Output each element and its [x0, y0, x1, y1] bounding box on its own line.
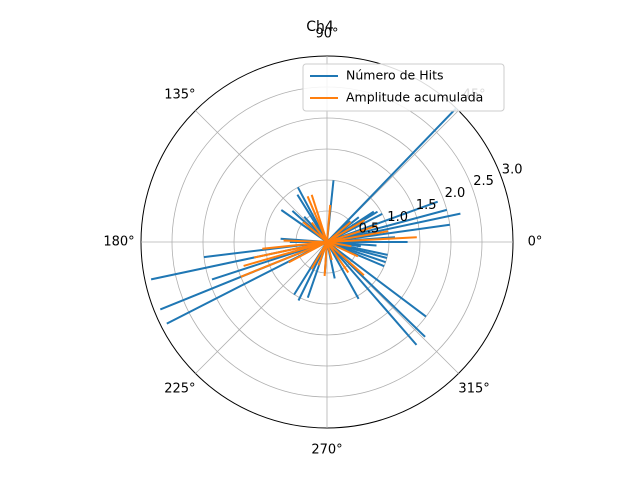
- legend-label: Amplitude acumulada: [346, 90, 483, 105]
- angular-tick-label: 225°: [164, 382, 195, 397]
- angular-tick-label: 0°: [528, 235, 543, 250]
- angular-tick-label: 90°: [315, 27, 338, 42]
- data-stem: [326, 107, 457, 243]
- data-stem: [317, 241, 328, 266]
- angular-tick-label: 135°: [164, 87, 195, 102]
- data-stem: [326, 236, 417, 243]
- radial-tick-label: 2.5: [473, 174, 494, 189]
- data-stem: [326, 230, 389, 243]
- data-stem: [243, 241, 328, 267]
- data-stem: [326, 241, 360, 300]
- radial-tick-label: 1.5: [416, 198, 437, 213]
- data-stem: [326, 208, 448, 243]
- data-stem: [240, 241, 328, 278]
- grid-spoke: [195, 241, 328, 374]
- radial-tick-label: 2.0: [445, 186, 466, 201]
- grid-spoke: [195, 110, 328, 243]
- radial-tick-label: 0.5: [359, 222, 380, 237]
- data-stem: [262, 241, 328, 250]
- data-stem: [326, 241, 427, 318]
- angular-tick-label: 315°: [458, 382, 489, 397]
- series-0: [150, 107, 461, 346]
- radial-tick-label: 1.0: [387, 210, 408, 225]
- series-layer: [150, 107, 461, 346]
- data-stem: [326, 241, 365, 276]
- series-1: [240, 194, 417, 278]
- data-stem: [323, 241, 328, 277]
- chart-title: Ch4: [306, 19, 334, 35]
- data-stem: [326, 241, 350, 274]
- data-stem: [288, 241, 328, 264]
- data-stem: [302, 221, 328, 243]
- radial-tick-labels: 0.5 1.0 1.5 2.0 2.5 3.0: [359, 162, 523, 236]
- data-stem: [326, 204, 332, 243]
- legend-label: Número de Hits: [346, 68, 444, 83]
- data-stem: [306, 195, 328, 243]
- data-stem: [326, 241, 352, 248]
- data-stem: [326, 241, 359, 258]
- legend: Número de Hits Amplitude acumulada: [302, 63, 505, 112]
- data-stem: [326, 241, 333, 261]
- radial-tick-label: 3.0: [502, 162, 523, 177]
- angular-tick-label: 180°: [103, 235, 134, 250]
- data-stem: [326, 221, 352, 243]
- data-stem: [326, 219, 366, 243]
- data-stem: [326, 224, 378, 243]
- data-stem: [326, 241, 418, 346]
- legend-frame: [302, 63, 505, 112]
- data-stem: [283, 239, 328, 243]
- angular-tick-label: 270°: [311, 443, 342, 458]
